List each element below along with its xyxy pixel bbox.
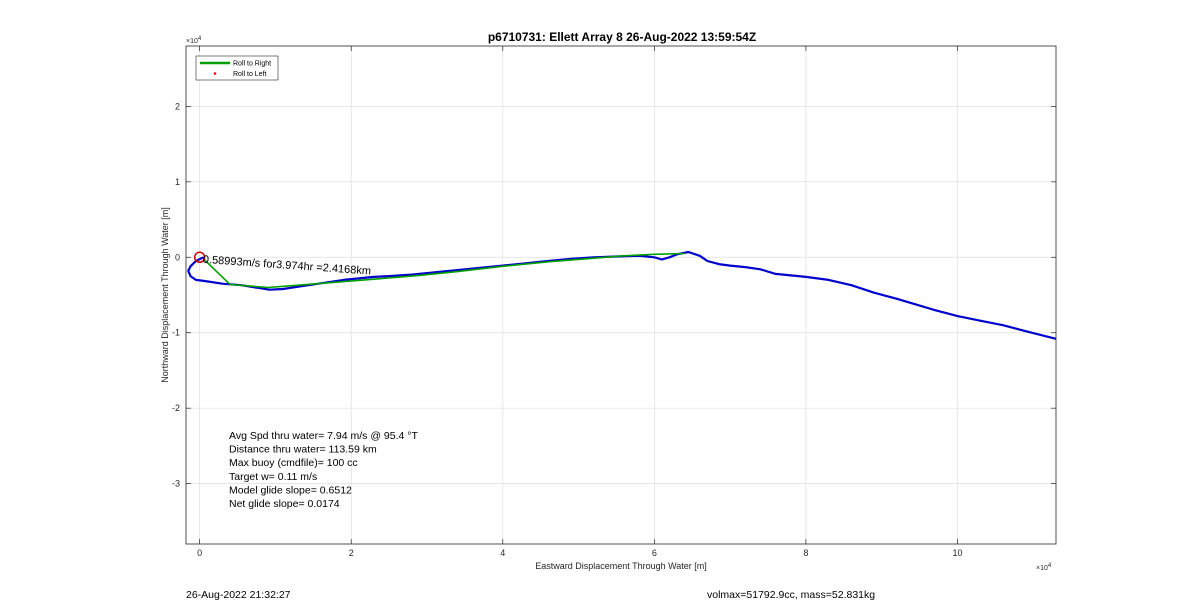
stat-line: Distance thru water= 113.59 km xyxy=(229,444,377,456)
y-axis-label: Northward Displacement Through Water [m] xyxy=(160,207,170,383)
legend: Roll to Right Roll to Left xyxy=(195,55,279,81)
chart-title: p6710731: Ellett Array 8 26-Aug-2022 13:… xyxy=(488,30,756,44)
y-exponent-label: ×104 xyxy=(186,36,202,45)
stats-block: Avg Spd thru water= 7.94 m/s @ 95.4 °T Di… xyxy=(229,430,418,510)
stat-line: Avg Spd thru water= 7.94 m/s @ 95.4 °T xyxy=(229,430,418,442)
x-tick-label: 2 xyxy=(349,548,354,558)
x-tick-label: 4 xyxy=(500,548,505,558)
x-tick-label: 6 xyxy=(652,548,657,558)
x-exponent-label: ×104 xyxy=(1036,563,1052,572)
stat-line: Max buoy (cmdfile)= 100 cc xyxy=(229,457,358,469)
tick-marks xyxy=(186,46,1056,544)
x-tick-label: 10 xyxy=(952,548,962,558)
series-line-track xyxy=(187,250,1057,340)
start-marker xyxy=(193,251,206,264)
stat-line: Net glide slope= 0.0174 xyxy=(229,498,340,510)
series-line-roll-right xyxy=(202,252,685,289)
y-tick-label: -3 xyxy=(172,479,180,489)
x-tick-label: 0 xyxy=(197,548,202,558)
x-axis-label: Eastward Displacement Through Water [m] xyxy=(535,561,707,571)
stat-line: Model glide slope= 0.6512 xyxy=(229,484,352,496)
y-tick-label: 0 xyxy=(175,252,180,262)
y-tick-label: 1 xyxy=(175,177,180,187)
y-tick-labels: -3 -2 -1 0 1 2 xyxy=(172,101,180,488)
legend-box xyxy=(195,55,279,81)
series-group xyxy=(187,250,1057,340)
legend-swatch-roll-left xyxy=(213,72,217,75)
plot-area xyxy=(186,46,1056,544)
y-tick-label: -2 xyxy=(172,403,180,413)
y-tick-label: 2 xyxy=(175,101,180,111)
legend-label-roll-right: Roll to Right xyxy=(233,61,271,68)
axes-box xyxy=(185,45,1057,545)
footer-vol-mass: volmax=51792.9cc, mass=52.831kg xyxy=(707,589,875,601)
x-tick-labels: 0 2 4 6 8 10 xyxy=(197,548,962,558)
stat-line: Target w= 0.11 m/s xyxy=(229,471,317,483)
y-tick-label: -1 xyxy=(172,328,180,338)
footer-timestamp: 26-Aug-2022 21:32:27 xyxy=(186,589,291,601)
x-tick-label: 8 xyxy=(803,548,808,558)
legend-label-roll-left: Roll to Left xyxy=(233,71,267,78)
